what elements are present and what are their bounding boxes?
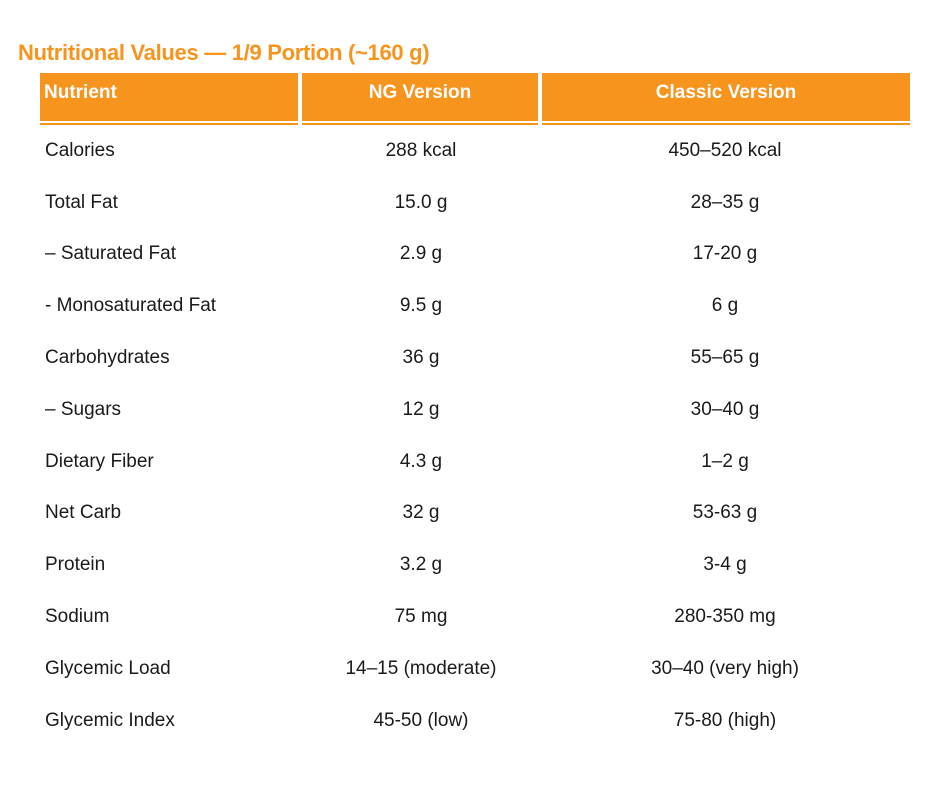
classic-value: 3-4 g — [703, 554, 747, 576]
nutrient-name: Glycemic Index — [45, 709, 175, 731]
page-title: Nutritional Values — 1/9 Portion (~160 g… — [18, 40, 430, 65]
nutrient-name: Calories — [45, 139, 115, 161]
classic-value: 6 g — [711, 295, 739, 317]
ng-value: 14–15 (moderate) — [345, 657, 497, 679]
nutrient-name: – Sugars — [45, 398, 122, 420]
ng-value: 2.9 g — [399, 243, 443, 265]
table-row: – Sugars 12 g 30–40 g — [40, 384, 910, 436]
nutrient-name: – Saturated Fat — [45, 243, 176, 265]
classic-value: 450–520 kcal — [668, 139, 782, 161]
ng-value: 9.5 g — [399, 295, 443, 317]
table-body: Calories 288 kcal 450–520 kcal Total Fat… — [40, 125, 910, 747]
nutrient-name: Net Carb — [45, 502, 122, 524]
classic-value: 17-20 g — [692, 243, 758, 265]
classic-value: 280-350 mg — [674, 606, 776, 628]
table-row: - Monosaturated Fat 9.5 g 6 g — [40, 280, 910, 332]
ng-value: 15.0 g — [394, 191, 448, 213]
table-row: Glycemic Load 14–15 (moderate) 30–40 (ve… — [40, 643, 910, 695]
classic-value: 30–40 g — [690, 398, 760, 420]
classic-value: 75-80 (high) — [673, 709, 777, 731]
nutrient-name: Total Fat — [45, 191, 118, 213]
header-ng-version: NG Version — [302, 73, 538, 123]
nutrient-name: Carbohydrates — [45, 347, 170, 369]
table-row: Carbohydrates 36 g 55–65 g — [40, 332, 910, 384]
ng-value: 45-50 (low) — [373, 709, 469, 731]
table-row: Dietary Fiber 4.3 g 1–2 g — [40, 436, 910, 488]
table-row: Protein 3.2 g 3-4 g — [40, 539, 910, 591]
ng-value: 3.2 g — [399, 554, 443, 576]
ng-value: 4.3 g — [399, 450, 443, 472]
ng-value: 36 g — [402, 347, 440, 369]
nutrient-name: Sodium — [45, 606, 110, 628]
classic-value: 28–35 g — [690, 191, 760, 213]
table-row: Net Carb 32 g 53-63 g — [40, 488, 910, 540]
nutrient-name: Protein — [45, 554, 106, 576]
table-row: Total Fat 15.0 g 28–35 g — [40, 177, 910, 229]
header-classic-version: Classic Version — [542, 73, 910, 123]
table-row: – Saturated Fat 2.9 g 17-20 g — [40, 229, 910, 281]
nutrition-table: Nutrient NG Version Classic Version Calo… — [40, 73, 910, 747]
classic-value: 55–65 g — [690, 347, 760, 369]
ng-value: 75 mg — [394, 606, 448, 628]
ng-value: 32 g — [402, 502, 440, 524]
classic-value: 30–40 (very high) — [651, 657, 799, 679]
nutrient-name: Dietary Fiber — [45, 450, 154, 472]
table-header-row: Nutrient NG Version Classic Version — [40, 73, 910, 123]
classic-value: 1–2 g — [701, 450, 749, 472]
table-row: Sodium 75 mg 280-350 mg — [40, 591, 910, 643]
table-row: Calories 288 kcal 450–520 kcal — [40, 125, 910, 177]
nutrient-name: Glycemic Load — [45, 657, 171, 679]
classic-value: 53-63 g — [692, 502, 758, 524]
ng-value: 12 g — [402, 398, 440, 420]
nutrient-name: - Monosaturated Fat — [45, 295, 217, 317]
ng-value: 288 kcal — [385, 139, 457, 161]
header-nutrient: Nutrient — [40, 73, 298, 123]
table-row: Glycemic Index 45-50 (low) 75-80 (high) — [40, 695, 910, 747]
